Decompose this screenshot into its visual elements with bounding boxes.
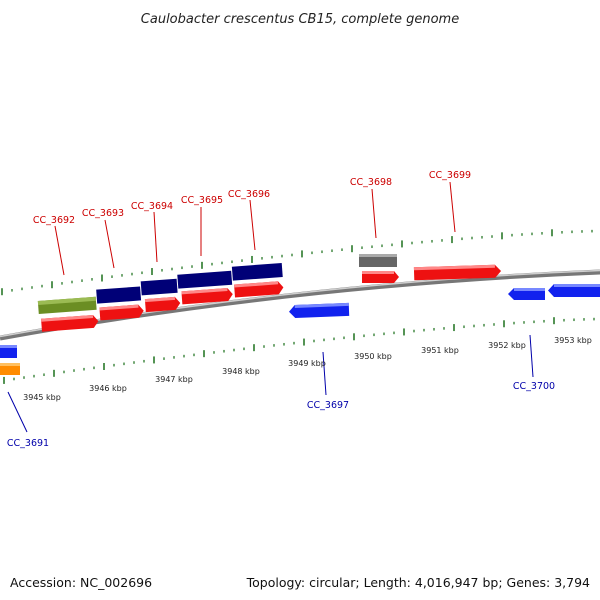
map-title: Caulobacter crescentus CB15, complete ge… [141,12,459,27]
gene-label[interactable]: CC_3698 [350,177,392,188]
gene-label[interactable]: CC_3692 [33,215,75,226]
gene-arrow [548,284,600,297]
kbp-label: 3949 kbp [288,359,326,368]
gene-label[interactable]: CC_3695 [181,195,223,206]
outer-tick-row [1,229,593,296]
cog-blocks [0,254,397,375]
accession-text: Accession: NC_002696 [10,575,153,590]
inner-tick-row [3,317,595,384]
kbp-label: 3952 kbp [488,341,526,350]
forward-genes [41,264,502,332]
kbp-label: 3948 kbp [222,367,260,376]
gene-label[interactable]: CC_3697 [307,400,349,411]
gene-arrow [0,345,17,358]
reverse-genes [0,284,600,358]
label-leaders [7,181,534,433]
gene-labels: CC_3692 CC_3693 CC_3694 CC_3695 CC_3696 … [7,170,555,449]
kbp-label: 3945 kbp [23,393,61,402]
kbp-label: 3947 kbp [155,375,193,384]
kbp-label: 3953 kbp [554,336,592,345]
gene-label[interactable]: CC_3696 [228,189,270,200]
kbp-label: 3951 kbp [421,346,459,355]
gene-label[interactable]: CC_3694 [131,201,173,212]
gene-label[interactable]: CC_3699 [429,170,471,181]
kbp-label: 3950 kbp [354,352,392,361]
gene-label[interactable]: CC_3700 [513,381,555,392]
kbp-labels: 3945 kbp 3946 kbp 3947 kbp 3948 kbp 3949… [23,336,592,402]
gene-label[interactable]: CC_3693 [82,208,124,219]
topology-text: Topology: circular; Length: 4,016,947 bp… [246,575,590,590]
gene-label[interactable]: CC_3691 [7,438,49,449]
kbp-label: 3946 kbp [89,384,127,393]
